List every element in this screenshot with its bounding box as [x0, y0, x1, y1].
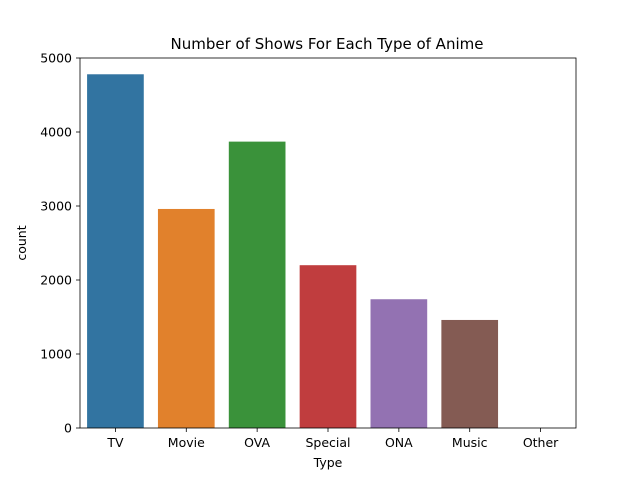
y-tick-label: 0 [64, 421, 72, 436]
x-axis-label: Type [313, 455, 343, 470]
bar-movie [157, 208, 215, 428]
bar-special [299, 265, 357, 428]
x-tick-label: ONA [385, 435, 413, 450]
x-tick-label: Music [452, 435, 488, 450]
plot-frame [79, 57, 577, 429]
x-tick-label: Other [523, 435, 559, 450]
y-tick-label: 3000 [40, 199, 72, 214]
y-axis-ticks: 0 1000 2000 3000 4000 5000 [40, 51, 80, 436]
bar-tv [87, 74, 144, 428]
y-tick-label: 4000 [40, 125, 72, 140]
x-tick-label: Movie [168, 435, 205, 450]
chart-title: Number of Shows For Each Type of Anime [171, 35, 484, 53]
x-tick-label: OVA [244, 435, 270, 450]
bar-ona [370, 299, 428, 428]
x-tick-label: Special [305, 435, 350, 450]
y-tick-label: 5000 [40, 51, 72, 66]
bar-music [441, 319, 499, 428]
bar-ova [228, 141, 286, 428]
y-tick-label: 1000 [40, 347, 72, 362]
x-axis-ticks: TV Movie OVA Special ONA Music Other [106, 428, 559, 450]
y-axis-label: count [14, 225, 29, 260]
y-tick-label: 2000 [40, 273, 72, 288]
x-tick-label: TV [106, 435, 124, 450]
bars-layer [87, 74, 499, 428]
